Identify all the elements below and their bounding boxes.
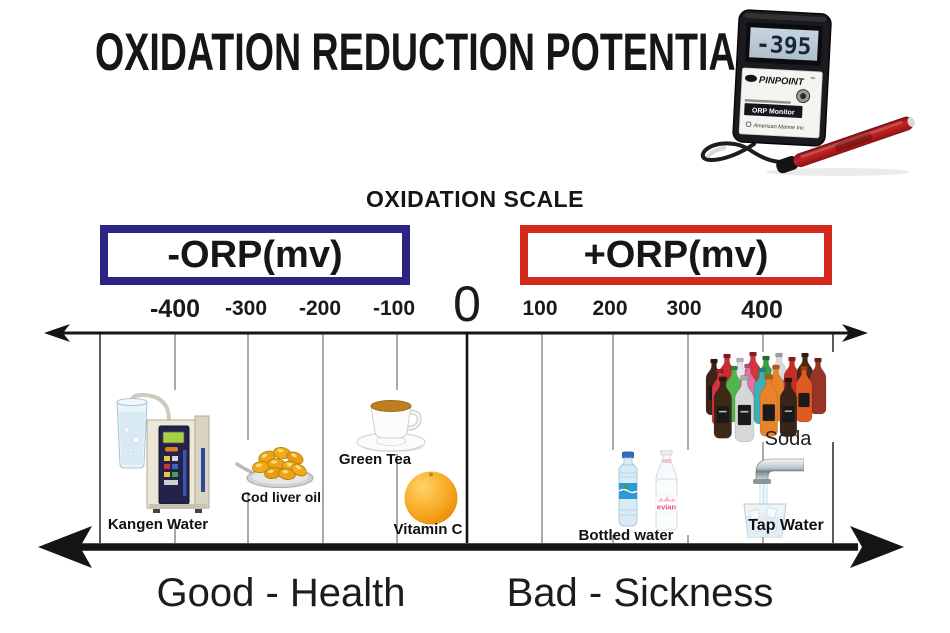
lcd-reading: -395 — [755, 32, 812, 61]
tick-label: 300 — [666, 297, 702, 320]
soda-label: Soda — [764, 428, 812, 450]
ionizer-screen — [162, 431, 185, 444]
lcd-display — [749, 27, 819, 61]
bottled-water-image: evian — [606, 450, 691, 535]
maker-text: American Marine Inc — [752, 123, 804, 132]
tick-label: -100 — [372, 297, 416, 320]
page-title: OXIDATION REDUCTION POTENTIAL — [95, 21, 759, 82]
brand-logo-icon — [744, 74, 757, 82]
orange-fruit — [404, 471, 458, 525]
left-arrowhead-icon — [44, 324, 70, 342]
probe-shadow — [766, 168, 910, 176]
tap-water-image — [743, 458, 804, 538]
vitamin-c-label: Vitamin C — [393, 521, 463, 538]
negative-orp-box: -ORP(mv) — [100, 225, 410, 285]
vitamin-c-image — [404, 471, 458, 525]
soda-bottles — [705, 352, 827, 443]
glass-of-tap-water — [743, 503, 787, 538]
good-bad-direction-arrow — [38, 526, 904, 568]
orp-meter-photo: -395 PINPOINT ™ ORP Monitor American Mar… — [700, 9, 915, 176]
tea-cup — [370, 405, 412, 439]
left-arrowhead-icon — [38, 526, 92, 568]
green-tea-label: Green Tea — [338, 451, 412, 468]
tick-label: -300 — [224, 297, 268, 320]
cable-sleeve — [706, 146, 726, 158]
right-arrowhead-icon — [850, 526, 904, 568]
plastic-water-bottle — [618, 451, 638, 527]
oil-capsules — [252, 446, 307, 480]
tick-label: -400 — [149, 295, 201, 323]
kangen-water-image — [103, 390, 235, 522]
tick-label-zero: 0 — [453, 276, 481, 332]
cod-liver-oil-image — [235, 440, 317, 492]
tick-label: 100 — [522, 297, 558, 320]
evian-brand-text: evian — [657, 503, 677, 512]
evian-glass-bottle: evian — [655, 450, 678, 531]
glass-of-water — [116, 398, 148, 469]
meter-body: -395 PINPOINT ™ ORP Monitor American Mar… — [732, 9, 832, 147]
model-text: ORP Monitor — [752, 107, 795, 116]
ionizer-machine — [130, 392, 210, 513]
bad-sickness-label: Bad - Sickness — [506, 571, 774, 615]
model-badge — [744, 103, 803, 118]
probe-cable — [700, 141, 785, 164]
soda-image — [702, 352, 840, 443]
maker-logo-icon — [745, 121, 752, 128]
faucet — [753, 458, 804, 484]
negative-orp-label: -ORP(mv) — [167, 233, 343, 276]
trademark-text: ™ — [810, 76, 815, 82]
kangen-water-label: Kangen Water — [107, 516, 209, 533]
orp-probe — [776, 116, 915, 174]
cod-liver-oil-label: Cod liver oil — [240, 489, 322, 505]
tick-label: -200 — [298, 297, 342, 320]
green-tea-image — [350, 390, 432, 454]
scale-axis-arrow — [44, 324, 868, 342]
bottled-water-label: Bottled water — [578, 527, 674, 544]
good-health-label: Good - Health — [156, 571, 406, 615]
right-arrowhead-icon — [842, 324, 868, 342]
tea-surface — [370, 400, 412, 412]
positive-orp-box: +ORP(mv) — [520, 225, 832, 285]
fine-print-bar — [744, 99, 791, 104]
positive-orp-label: +ORP(mv) — [583, 233, 769, 276]
brand-text: PINPOINT — [759, 75, 806, 88]
tick-label: 200 — [592, 297, 628, 320]
tick-label: 400 — [741, 296, 783, 324]
tap-water-label: Tap Water — [748, 517, 824, 534]
oxidation-scale-heading: OXIDATION SCALE — [366, 186, 584, 212]
